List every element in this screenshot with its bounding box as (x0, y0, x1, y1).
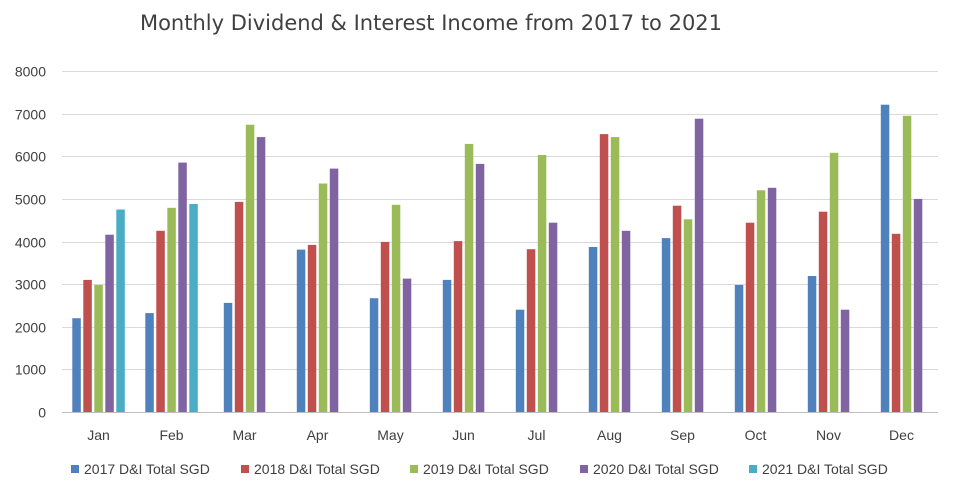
bar-2020-jul (548, 222, 558, 412)
chart-title: Monthly Dividend & Interest Income from … (140, 11, 722, 35)
bar-2017-sep (661, 238, 671, 412)
bar-2019-sep (683, 219, 693, 412)
bar-2018-oct (745, 222, 755, 412)
x-tick-label: Aug (597, 427, 622, 443)
bar-2020-dec (913, 198, 923, 412)
y-tick-label: 5000 (15, 192, 46, 208)
bar-2020-mar (256, 137, 266, 412)
bar-2020-sep (694, 118, 704, 412)
x-tick-label: Nov (816, 427, 841, 443)
bar-2019-jul (537, 155, 547, 412)
bar-2017-dec (880, 104, 890, 412)
bar-2020-nov (840, 309, 850, 412)
y-tick-label: 2000 (15, 320, 46, 336)
bar-2018-jun (453, 241, 463, 412)
legend-swatch (241, 465, 249, 473)
legend-swatch (410, 465, 418, 473)
x-tick-label: Jan (87, 427, 110, 443)
bar-2020-oct (767, 187, 777, 412)
bar-2017-feb (145, 313, 154, 412)
bar-2020-jun (475, 163, 485, 412)
bar-2017-jan (72, 318, 81, 412)
bar-2019-oct (756, 190, 766, 412)
x-tick-label: Mar (232, 427, 256, 443)
bar-2020-jan (105, 234, 114, 412)
bar-2017-nov (807, 276, 817, 412)
bar-2019-mar (245, 124, 255, 412)
bar-2018-sep (672, 205, 682, 412)
bar-2019-feb (167, 207, 176, 412)
x-tick-label: Jun (452, 427, 475, 443)
bar-2018-dec (891, 233, 901, 412)
bar-2021-feb (189, 204, 198, 412)
bar-2017-jun (442, 279, 452, 412)
bar-2020-aug (621, 230, 631, 412)
bar-2018-jan (83, 279, 92, 412)
x-tick-label: Sep (670, 427, 695, 443)
bar-2019-jan (94, 285, 103, 412)
bar-2019-apr (318, 183, 328, 412)
legend-label: 2019 D&I Total SGD (423, 461, 549, 477)
legend-label: 2020 D&I Total SGD (593, 461, 719, 477)
bar-2018-feb (156, 230, 165, 412)
x-tick-label: May (377, 427, 403, 443)
y-tick-label: 3000 (15, 277, 46, 293)
x-tick-label: Jul (528, 427, 546, 443)
bar-2018-mar (234, 201, 244, 412)
bar-2019-dec (902, 115, 912, 413)
bars (72, 104, 923, 413)
axes: 0 1000 2000 3000 4000 5000 6000 7000 8000 Jan Feb M… (15, 64, 938, 443)
gridlines (62, 71, 938, 370)
bar-2019-nov (829, 152, 839, 413)
legend-label: 2021 D&I Total SGD (762, 461, 888, 477)
bar-2020-feb (178, 162, 187, 412)
bar-2017-aug (588, 247, 598, 412)
legend-swatch (749, 465, 757, 473)
legend-label: 2018 D&I Total SGD (254, 461, 380, 477)
bar-2017-jul (515, 309, 525, 412)
bar-2018-apr (307, 244, 317, 412)
legend: 2017 D&I Total SGD 2018 D&I Total SGD 2019… (71, 461, 888, 477)
bar-2017-oct (734, 285, 744, 412)
y-tick-label: 8000 (15, 64, 46, 80)
bar-2018-aug (599, 134, 609, 412)
x-tick-label: Oct (745, 427, 767, 443)
y-tick-label: 7000 (15, 107, 46, 123)
x-tick-label: Feb (159, 427, 183, 443)
y-tick-label: 6000 (15, 149, 46, 165)
bar-2019-may (391, 204, 401, 412)
bar-2019-aug (610, 137, 620, 412)
bar-2019-jun (464, 143, 474, 412)
bar-2017-may (369, 298, 379, 412)
y-tick-label: 1000 (15, 362, 46, 378)
bar-2018-may (380, 241, 390, 412)
bar-2017-mar (223, 302, 233, 412)
legend-swatch (71, 465, 79, 473)
bar-2020-may (402, 278, 412, 412)
bar-2021-jan (116, 209, 125, 412)
y-tick-label: 0 (38, 405, 46, 421)
legend-swatch (580, 465, 588, 473)
bar-2017-apr (296, 249, 306, 412)
bar-2018-nov (818, 211, 828, 412)
bar-2018-jul (526, 249, 536, 412)
x-tick-label: Apr (307, 427, 329, 443)
y-tick-label: 4000 (15, 235, 46, 251)
bar-2020-apr (329, 168, 339, 412)
x-tick-label: Dec (889, 427, 914, 443)
legend-label: 2017 D&I Total SGD (84, 461, 210, 477)
